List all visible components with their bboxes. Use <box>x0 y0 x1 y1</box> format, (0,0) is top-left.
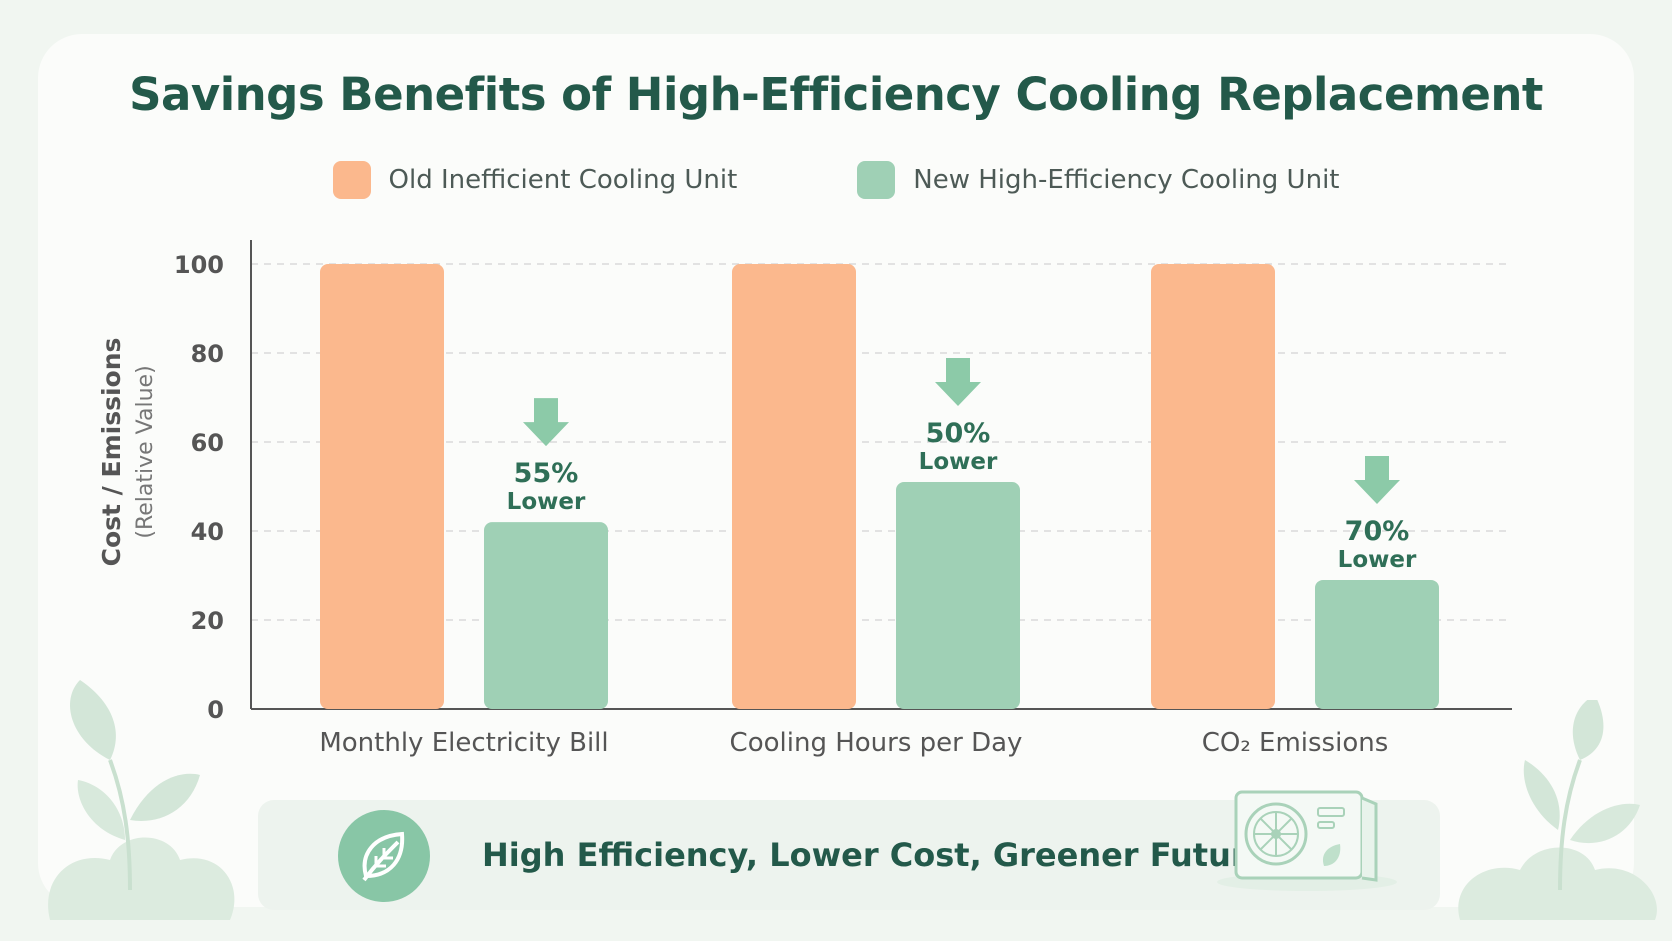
bar-old-unit <box>1151 264 1275 709</box>
leaf-icon <box>338 810 430 902</box>
x-category-label: Cooling Hours per Day <box>730 728 1023 758</box>
legend-item-new: New High-Efficiency Cooling Unit <box>857 161 1340 199</box>
reduction-lower-label: Lower <box>1338 547 1417 573</box>
bar-old-unit <box>732 264 856 709</box>
reduction-lower-label: Lower <box>919 449 998 475</box>
bar-chart: 0 20 40 60 80 100 Cost / Emissions (Relative Va… <box>97 240 1512 758</box>
legend-label-old: Old Inefficient Cooling Unit <box>388 165 738 195</box>
bar-new-unit <box>896 482 1020 709</box>
outdoor-ac-unit-icon <box>1217 790 1397 891</box>
reduction-percent-label: 55% <box>514 458 579 489</box>
plant-right-decoration <box>1458 700 1657 920</box>
x-category-label: CO₂ Emissions <box>1202 728 1389 758</box>
bar-new-unit <box>1315 579 1439 709</box>
reduction-lower-label: Lower <box>507 489 586 515</box>
y-axis-subtitle: (Relative Value) <box>133 365 158 538</box>
reduction-percent-label: 70% <box>1345 516 1410 547</box>
y-axis-title: Cost / Emissions <box>97 338 126 567</box>
legend-label-new: New High-Efficiency Cooling Unit <box>913 165 1340 195</box>
bar-old-unit <box>320 264 444 709</box>
y-tick-label: 20 <box>191 607 224 635</box>
legend-item-old: Old Inefficient Cooling Unit <box>332 161 738 199</box>
y-tick-label: 0 <box>207 696 224 724</box>
y-tick-label: 40 <box>191 518 224 546</box>
legend-swatch-new <box>857 161 896 199</box>
y-tick-label: 100 <box>174 251 224 279</box>
legend-swatch-old <box>332 161 371 199</box>
down-arrow-icon <box>523 398 569 447</box>
plant-left-decoration <box>48 680 235 920</box>
chart-title: Savings Benefits of High-Efficiency Cool… <box>129 68 1543 121</box>
down-arrow-icon <box>1354 455 1400 504</box>
x-category-label: Monthly Electricity Bill <box>319 728 608 758</box>
bar-new-unit <box>484 522 608 709</box>
banner-tagline: High Efficiency, Lower Cost, Greener Fut… <box>482 836 1269 874</box>
chart-legend: Old Inefficient Cooling Unit New High-Ef… <box>0 160 1672 200</box>
down-arrow-icon <box>935 358 981 407</box>
y-tick-label: 80 <box>191 340 224 368</box>
y-tick-label: 60 <box>191 429 224 457</box>
reduction-percent-label: 50% <box>926 418 991 449</box>
